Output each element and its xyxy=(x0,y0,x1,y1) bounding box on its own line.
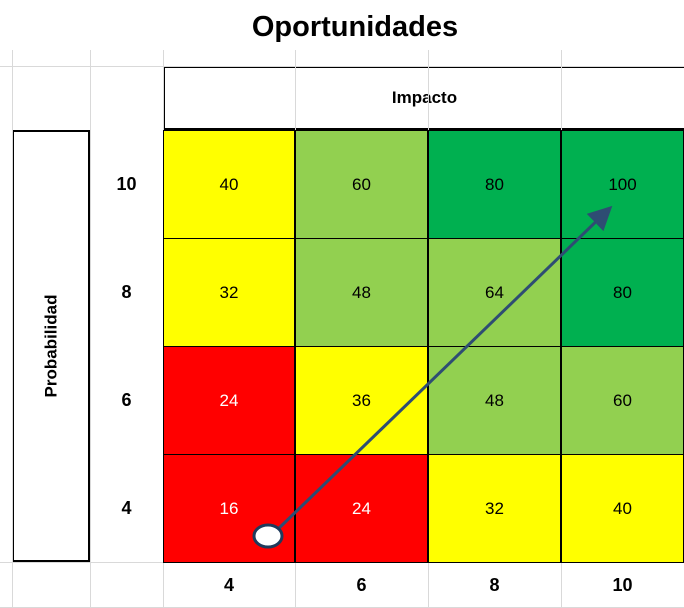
sheet-grid xyxy=(90,50,91,608)
cell: 32 xyxy=(428,454,561,563)
row-label: 4 xyxy=(121,497,132,518)
cell: 80 xyxy=(561,238,684,347)
cell: 60 xyxy=(561,346,684,455)
cell: 40 xyxy=(561,454,684,563)
sheet-grid xyxy=(12,50,13,608)
column-header: Impacto xyxy=(163,66,684,130)
title: Oportunidades xyxy=(251,10,459,43)
cell: 32 xyxy=(163,238,295,347)
cell: 40 xyxy=(163,130,295,239)
row-header-box: Probabilidad xyxy=(12,130,90,562)
column-label: 8 xyxy=(489,574,500,595)
arrow xyxy=(274,205,613,533)
cell: 24 xyxy=(295,454,428,563)
row-label: 6 xyxy=(121,389,132,410)
row-label: 10 xyxy=(116,173,137,194)
column-label: 10 xyxy=(612,574,633,595)
cell: 60 xyxy=(295,130,428,239)
sheet-grid xyxy=(0,66,684,67)
column-label: 4 xyxy=(223,574,234,595)
column-label: 6 xyxy=(356,574,367,595)
row-label: 8 xyxy=(121,281,132,302)
cell: 64 xyxy=(428,238,561,347)
arrow-start xyxy=(252,523,284,549)
cell: 80 xyxy=(428,130,561,239)
